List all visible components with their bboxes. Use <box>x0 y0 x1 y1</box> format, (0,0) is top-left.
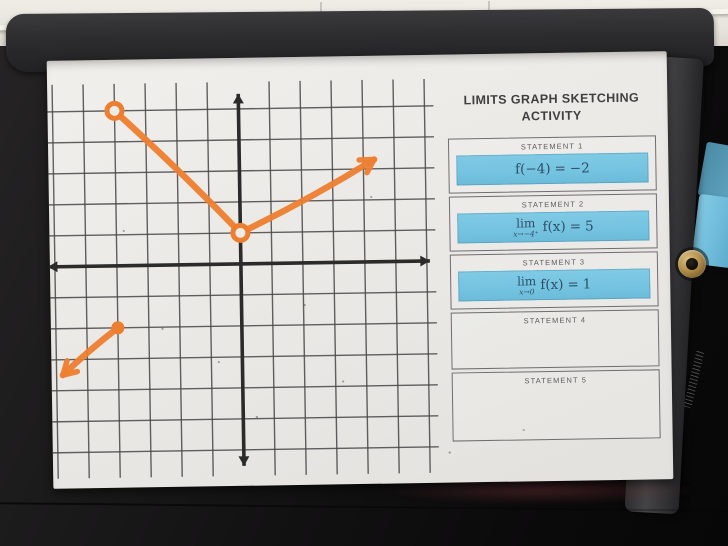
math-function: f(x) <box>540 276 564 293</box>
lim-text: lim <box>517 273 537 289</box>
grid-line-vertical <box>361 79 369 474</box>
grid-line-vertical <box>82 84 90 479</box>
statement-1-highlight: f(−4) = −2 <box>456 152 649 186</box>
math-function: f(−4) <box>514 160 551 178</box>
grommet-hole <box>686 258 698 270</box>
grid-line-vertical <box>392 79 400 474</box>
brick-seam <box>488 1 490 15</box>
open-point <box>104 100 125 121</box>
statement-3-highlight: lim x→0 f(x) = 1 <box>458 268 651 302</box>
grid-line-vertical <box>113 83 121 478</box>
math-function: f(x) <box>542 218 566 235</box>
grid-line-vertical <box>175 82 183 477</box>
limit-notation: lim x→−4⁺ <box>513 215 539 239</box>
statement-5-blank-area <box>453 383 660 440</box>
math-equals: = <box>554 160 566 177</box>
statement-label: STATEMENT 3 <box>522 257 586 268</box>
curve-right-ray <box>237 156 378 237</box>
limit-notation: lim x→0 <box>517 273 537 297</box>
title-line-1: LIMITS GRAPH SKETCHING <box>463 90 640 108</box>
statement-box-2: STATEMENT 2 lim x→−4⁺ f(x) = 5 <box>448 193 658 252</box>
brick-seam <box>320 2 322 16</box>
graph-svg <box>46 78 439 479</box>
grid-line-horizontal <box>46 136 434 144</box>
grid-line-horizontal <box>46 446 439 454</box>
title-line-2: ACTIVITY <box>521 108 582 124</box>
blue-paper-corner <box>697 141 728 201</box>
grid-line-horizontal <box>46 198 435 206</box>
page-title: LIMITS GRAPH SKETCHING ACTIVITY <box>447 89 656 126</box>
grid-line-horizontal <box>46 353 438 361</box>
y-axis-up-arrow <box>232 93 244 104</box>
grid-line-horizontal <box>46 322 437 330</box>
y-axis <box>236 93 246 466</box>
grid-line-vertical <box>268 81 276 476</box>
y-axis-down-arrow <box>238 456 250 466</box>
math-value: −2 <box>569 160 590 177</box>
closed-point <box>111 321 125 335</box>
curve-middle-segment <box>111 107 244 237</box>
statement-4-blank-area <box>452 323 659 368</box>
statements-table: STATEMENT 1 f(−4) = −2 STATEMENT 2 lim x… <box>447 135 661 442</box>
arrowhead-left-ray <box>60 358 81 378</box>
curve-left-ray <box>59 324 122 379</box>
grid-line-vertical <box>144 83 152 478</box>
open-point <box>230 222 251 243</box>
grid-line-horizontal <box>46 105 434 113</box>
statement-box-3: STATEMENT 3 lim x→0 f(x) = 1 <box>449 251 659 310</box>
math-value: 1 <box>582 276 592 293</box>
math-equals: = <box>569 218 582 235</box>
lim-subscript: x→0 <box>519 286 535 297</box>
worksheet-paper: LIMITS GRAPH SKETCHING ACTIVITY STATEMEN… <box>46 51 674 489</box>
statement-box-4: STATEMENT 4 <box>450 309 660 370</box>
grid-line-vertical <box>51 84 59 479</box>
grid-line-vertical <box>330 80 338 475</box>
statement-box-5: STATEMENT 5 <box>451 369 661 442</box>
statement-label: STATEMENT 2 <box>521 199 585 210</box>
grid-line-horizontal <box>46 415 439 423</box>
lim-subscript: x→−4⁺ <box>513 228 539 239</box>
math-equals: = <box>567 276 579 293</box>
brass-grommet <box>678 250 706 278</box>
statement-box-1: STATEMENT 1 f(−4) = −2 <box>447 135 657 194</box>
arrowhead-right-ray <box>356 156 377 176</box>
grid-line-vertical <box>299 80 307 475</box>
x-axis-right-arrow <box>420 255 430 267</box>
statement-2-highlight: lim x→−4⁺ f(x) = 5 <box>457 210 650 244</box>
statement-label: STATEMENT 1 <box>520 141 584 152</box>
statements-panel: LIMITS GRAPH SKETCHING ACTIVITY STATEMEN… <box>447 89 661 444</box>
lim-text: lim <box>516 215 536 231</box>
grid-line-vertical <box>206 82 214 477</box>
grid-line-vertical <box>423 78 431 473</box>
grid-line-horizontal <box>46 384 438 392</box>
math-value: 5 <box>584 218 594 235</box>
grid-line-horizontal <box>46 291 437 299</box>
x-axis <box>47 259 430 269</box>
x-axis-left-arrow <box>47 261 58 273</box>
